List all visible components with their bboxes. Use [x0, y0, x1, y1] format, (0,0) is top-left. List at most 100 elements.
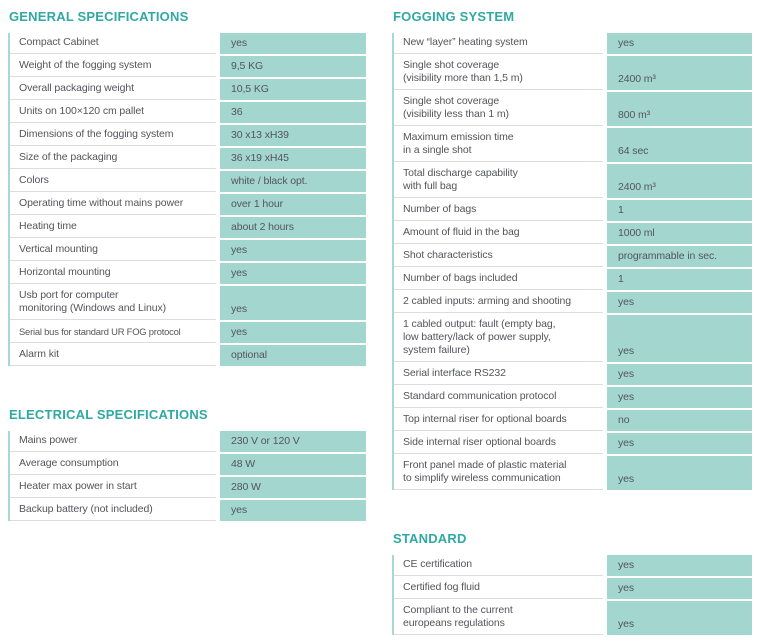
- spec-row: CE certification yes: [394, 555, 756, 576]
- spec-row-label: Maximum emission time in a single shot: [394, 128, 603, 162]
- spec-row: Total discharge capability with full bag…: [394, 164, 756, 198]
- section-general-specifications: GENERAL SPECIFICATIONS Compact Cabinet ye…: [8, 10, 370, 366]
- spec-row: Heater max power in start 280 W: [10, 477, 370, 498]
- spec-row-value: 36 x19 xH45: [220, 148, 366, 169]
- spec-row: Number of bags included 1: [394, 269, 756, 290]
- spec-row: Number of bags 1: [394, 200, 756, 221]
- spec-row-label: Side internal riser optional boards: [394, 433, 603, 454]
- left-column: GENERAL SPECIFICATIONS Compact Cabinet ye…: [8, 8, 370, 523]
- spec-row: Alarm kit optional: [10, 345, 370, 366]
- section-electrical-specifications: ELECTRICAL SPECIFICATIONS Mains power 230…: [8, 408, 370, 521]
- spec-row-label: 1 cabled output: fault (empty bag, low b…: [394, 315, 603, 362]
- spec-row-value: yes: [607, 555, 752, 576]
- spec-row: Operating time without mains power over 1…: [10, 194, 370, 215]
- spec-row: Certified fog fluid yes: [394, 578, 756, 599]
- spec-row-value: 36: [220, 102, 366, 123]
- spec-row: Vertical mounting yes: [10, 240, 370, 261]
- spec-row-label: Serial bus for standard UR FOG protocol: [10, 322, 216, 343]
- spec-row-label: 2 cabled inputs: arming and shooting: [394, 292, 603, 313]
- spec-row-label: Horizontal mounting: [10, 263, 216, 284]
- spec-row-value: yes: [607, 292, 752, 313]
- spec-row-label: Heating time: [10, 217, 216, 238]
- spec-row-label: Mains power: [10, 431, 216, 452]
- spec-row-label: Standard communication protocol: [394, 387, 603, 408]
- spec-row-label: Front panel made of plastic material to …: [394, 456, 603, 490]
- spec-row-label: CE certification: [394, 555, 603, 576]
- general-specifications-title: GENERAL SPECIFICATIONS: [9, 9, 189, 24]
- spec-row-value: optional: [220, 345, 366, 366]
- spec-row-label: Total discharge capability with full bag: [394, 164, 603, 198]
- spec-row: Amount of fluid in the bag 1000 ml: [394, 223, 756, 244]
- spec-row-value: yes: [607, 387, 752, 408]
- spec-row: Compact Cabinet yes: [10, 33, 370, 54]
- spec-row-value: 1: [607, 200, 752, 221]
- spec-row-value: 2400 m³: [607, 164, 752, 198]
- spec-row: New “layer” heating system yes: [394, 33, 756, 54]
- spec-row: Average consumption 48 W: [10, 454, 370, 475]
- spec-row: Side internal riser optional boards yes: [394, 433, 756, 454]
- spec-row: Units on 100×120 cm pallet 36: [10, 102, 370, 123]
- spec-row-label: Average consumption: [10, 454, 216, 475]
- spec-row: Single shot coverage (visibility less th…: [394, 92, 756, 126]
- spec-row: Heating time about 2 hours: [10, 217, 370, 238]
- spec-row-label: Vertical mounting: [10, 240, 216, 261]
- spec-row-value: yes: [607, 456, 752, 490]
- spec-row-label: Size of the packaging: [10, 148, 216, 169]
- spec-row-label: Heater max power in start: [10, 477, 216, 498]
- spec-row-label: Top internal riser for optional boards: [394, 410, 603, 431]
- standard-table: CE certification yes Certified fog fluid ye…: [392, 555, 756, 635]
- spec-row-label: Weight of the fogging system: [10, 56, 216, 77]
- spec-row-label: Operating time without mains power: [10, 194, 216, 215]
- spec-row-label: Serial interface RS232: [394, 364, 603, 385]
- spec-row-value: 800 m³: [607, 92, 752, 126]
- spec-row-label: Number of bags included: [394, 269, 603, 290]
- spec-row-label: Single shot coverage (visibility less th…: [394, 92, 603, 126]
- spec-row-value: yes: [607, 315, 752, 362]
- spec-row-label: Units on 100×120 cm pallet: [10, 102, 216, 123]
- spec-row-label: Compact Cabinet: [10, 33, 216, 54]
- section-standard: STANDARD CE certification yes Certified fo…: [392, 532, 756, 635]
- spec-row-value: 2400 m³: [607, 56, 752, 90]
- spec-row: 2 cabled inputs: arming and shooting yes: [394, 292, 756, 313]
- spec-row-value: 10,5 KG: [220, 79, 366, 100]
- spec-row: Maximum emission time in a single shot 64…: [394, 128, 756, 162]
- spec-row-label: Usb port for computer monitoring (Window…: [10, 286, 216, 320]
- spec-row: Serial interface RS232 yes: [394, 364, 756, 385]
- spec-row: Front panel made of plastic material to …: [394, 456, 756, 490]
- electrical-specifications-title: ELECTRICAL SPECIFICATIONS: [9, 407, 208, 422]
- spec-row-value: yes: [607, 601, 752, 635]
- spec-row-value: no: [607, 410, 752, 431]
- spec-row: Standard communication protocol yes: [394, 387, 756, 408]
- spec-row-value: 230 V or 120 V: [220, 431, 366, 452]
- spec-row-value: 9,5 KG: [220, 56, 366, 77]
- spec-row-value: yes: [607, 433, 752, 454]
- spec-row: Single shot coverage (visibility more th…: [394, 56, 756, 90]
- spec-row-value: programmable in sec.: [607, 246, 752, 267]
- spec-row-value: yes: [220, 263, 366, 284]
- spec-row-value: yes: [607, 578, 752, 599]
- fogging-system-table: New “layer” heating system yes Single shot…: [392, 33, 756, 490]
- spec-row: Backup battery (not included) yes: [10, 500, 370, 521]
- spec-row-label: Alarm kit: [10, 345, 216, 366]
- electrical-specifications-table: Mains power 230 V or 120 V Average consump…: [8, 431, 370, 521]
- spec-row: Mains power 230 V or 120 V: [10, 431, 370, 452]
- spec-row-label: Certified fog fluid: [394, 578, 603, 599]
- spec-row-label: Compliant to the current europeans regul…: [394, 601, 603, 635]
- spec-row-value: yes: [220, 33, 366, 54]
- spec-row-label: Colors: [10, 171, 216, 192]
- general-specifications-table: Compact Cabinet yes Weight of the fogging …: [8, 33, 370, 366]
- spec-row-value: over 1 hour: [220, 194, 366, 215]
- right-column: FOGGING SYSTEM New “layer” heating syste…: [392, 8, 756, 637]
- spec-row: Horizontal mounting yes: [10, 263, 370, 284]
- spec-row: Usb port for computer monitoring (Window…: [10, 286, 370, 320]
- spec-row: Size of the packaging 36 x19 xH45: [10, 148, 370, 169]
- spec-row-value: yes: [220, 240, 366, 261]
- spec-row-value: yes: [607, 364, 752, 385]
- spec-row: Compliant to the current europeans regul…: [394, 601, 756, 635]
- spec-row-value: white / black opt.: [220, 171, 366, 192]
- spec-row: Dimensions of the fogging system 30 x13 x…: [10, 125, 370, 146]
- spec-row-value: 1000 ml: [607, 223, 752, 244]
- spec-row-label: Number of bags: [394, 200, 603, 221]
- spec-row: Colors white / black opt.: [10, 171, 370, 192]
